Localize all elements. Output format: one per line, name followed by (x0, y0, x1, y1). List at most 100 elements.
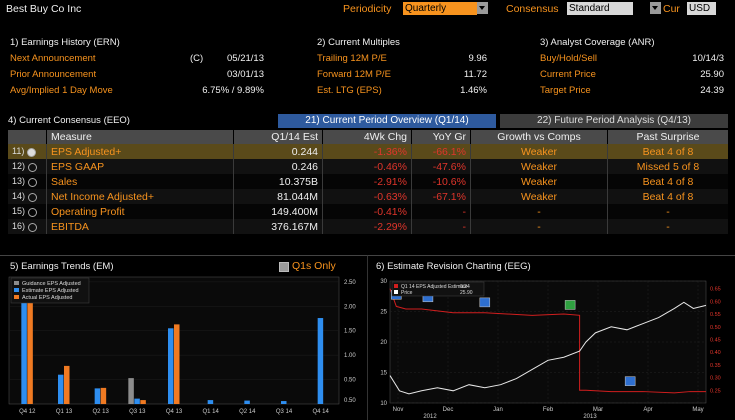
analyst-coverage-panel: Buy/Hold/Sell 10/14/3 Current Price 25.9… (540, 53, 724, 101)
x-tick-label: Q4 14 (312, 409, 329, 415)
growth-vs-comps-cell: Weaker (470, 144, 608, 159)
legend-label: Guidance EPS Adjusted (22, 281, 81, 287)
row-number-text: 11) (12, 146, 25, 157)
growth-vs-comps-cell-text: - (537, 205, 541, 218)
next-announcement-value: 05/21/13 (227, 53, 264, 64)
year-label: 2012 (423, 414, 437, 420)
measure-cell: EPS Adjusted+ (46, 144, 234, 159)
yoy-growth-cell-text: -66.1% (432, 145, 466, 158)
trends-bars (21, 298, 324, 404)
current-multiples-heading: 2) Current Multiples (317, 37, 400, 48)
col-measure[interactable]: Measure (46, 130, 234, 144)
currency-value: USD (689, 3, 711, 14)
ern-row-prior: Prior Announcement 03/01/13 (10, 69, 264, 85)
consensus-row[interactable]: 13) Sales 10.375B -2.91% -10.6% Weaker Beat 4 … (8, 174, 728, 189)
multiples-row-forward: Forward 12M P/E 11.72 (317, 69, 487, 85)
revision-x-ticks: Nov Dec Jan Feb Mar Apr May 2012 2013 (393, 407, 704, 420)
left-tick-label: 15 (380, 371, 387, 377)
estimate-cell-text: 149.400M (271, 205, 318, 218)
growth-vs-comps-cell-text: - (537, 220, 541, 233)
row-number-text: 13) (12, 176, 26, 187)
x-tick-label: May (692, 407, 703, 413)
revision-heading[interactable]: 6) Estimate Revision Charting (EEG) (376, 261, 531, 272)
estimate-cell: 81.044M (233, 189, 323, 204)
y-tick-label: 0.50 (344, 378, 356, 384)
yoy-growth-cell: -47.6% (411, 159, 471, 174)
series-line (389, 288, 706, 394)
ern-row-next: Next Announcement (C) 05/21/13 (10, 53, 264, 69)
right-tick-label: 0.35 (710, 363, 721, 369)
past-surprise-cell: Beat 4 of 8 (607, 144, 728, 159)
periodicity-dropdown-icon[interactable] (477, 2, 488, 14)
consensus-dropdown-icon[interactable] (649, 2, 661, 14)
consensus-row[interactable]: 16) EBITDA 376.167M -2.29% - - - (8, 219, 728, 234)
col-4wk-chg[interactable]: 4Wk Chg (322, 130, 412, 144)
q1s-only-checkbox[interactable] (279, 262, 289, 272)
row-number: 14) (8, 189, 47, 204)
target-price-label: Target Price (540, 85, 591, 96)
right-tick-label: 0.25 (710, 388, 721, 394)
measure-cell-text: Operating Profit (51, 205, 125, 218)
x-tick-label: Feb (543, 407, 554, 413)
consensus-row[interactable]: 14) Net Income Adjusted+ 81.044M -0.63% -67.… (8, 189, 728, 204)
bar (128, 378, 134, 404)
row-select-radio-icon[interactable] (28, 207, 38, 217)
col-yoy-gr[interactable]: YoY Gr (411, 130, 471, 144)
currency-select[interactable]: USD (687, 2, 716, 15)
forward-pe-value: 11.72 (463, 69, 487, 80)
right-tick-label: 0.55 (710, 312, 721, 318)
consensus-table: Measure Q1/14 Est 4Wk Chg YoY Gr Growth … (8, 130, 728, 234)
prior-announcement-value: 03/01/13 (227, 69, 264, 80)
estimate-cell: 0.244 (233, 144, 323, 159)
row-number: 11) (8, 144, 47, 159)
consensus-label: Consensus (506, 3, 559, 15)
measure-cell-text: Net Income Adjusted+ (51, 190, 155, 203)
trailing-pe-value: 9.96 (468, 53, 488, 64)
row-select-radio-icon[interactable] (28, 162, 38, 172)
cur-label: Cur (663, 3, 680, 15)
consensus-select[interactable]: Standard (567, 2, 633, 15)
multiples-row-ltg: Est. LTG (EPS) 1.46% (317, 85, 487, 101)
periodicity-select[interactable]: Quarterly (403, 2, 477, 15)
y-tick-label: 2.50 (344, 280, 356, 286)
avg-move-label: Avg/Implied 1 Day Move (10, 85, 113, 96)
analyst-coverage-heading[interactable]: 3) Analyst Coverage (ANR) (540, 37, 655, 48)
measure-cell-text: EPS GAAP (51, 160, 105, 173)
consensus-row[interactable]: 12) EPS GAAP 0.246 -0.46% -47.6% Weaker Missed… (8, 159, 728, 174)
legend-swatch (14, 288, 19, 292)
row-select-radio-icon[interactable] (28, 222, 38, 232)
row-select-radio-icon[interactable] (28, 177, 38, 187)
bar (27, 298, 33, 404)
legend-swatch (14, 295, 19, 299)
col-growth-vs-comps[interactable]: Growth vs Comps (470, 130, 608, 144)
tab-future-period-analysis[interactable]: 22) Future Period Analysis (Q4/13) (500, 114, 728, 128)
revision-event-icon (479, 297, 491, 308)
bar (174, 324, 180, 404)
earnings-history-heading[interactable]: 1) Earnings History (ERN) (10, 37, 120, 48)
ltg-label: Est. LTG (EPS) (317, 85, 382, 96)
consensus-row[interactable]: 15) Operating Profit 149.400M -0.41% - - - (8, 204, 728, 219)
growth-vs-comps-cell: Weaker (470, 159, 608, 174)
earnings-trends-heading[interactable]: 5) Earnings Trends (EM) (10, 261, 114, 272)
y-tick-label: 1.50 (344, 329, 356, 335)
row-number-text: 14) (12, 191, 26, 202)
row-select-radio-icon[interactable] (28, 192, 38, 202)
consensus-row[interactable]: 11) EPS Adjusted+ 0.244 -1.36% -66.1% Weaker B… (8, 144, 728, 159)
col-past-surprise[interactable]: Past Surprise (607, 130, 728, 144)
x-tick-label: Dec (443, 407, 454, 413)
right-tick-label: 0.60 (710, 299, 721, 305)
current-consensus-heading[interactable]: 4) Current Consensus (EEO) (8, 115, 130, 126)
row-select-radio-icon[interactable] (27, 147, 37, 157)
four-week-change-cell: -1.36% (322, 144, 412, 159)
x-tick-label: Q2 14 (239, 409, 256, 415)
anr-row-bhs: Buy/Hold/Sell 10/14/3 (540, 53, 724, 69)
yoy-growth-cell-text: -10.6% (432, 175, 466, 188)
estimate-cell-text: 10.375B (278, 175, 318, 188)
tab-current-period-overview[interactable]: 21) Current Period Overview (Q1/14) (278, 114, 496, 128)
col-est[interactable]: Q1/14 Est (233, 130, 323, 144)
x-tick-label: Jan (493, 407, 503, 413)
left-tick-label: 20 (380, 340, 387, 346)
current-price-value: 25.90 (700, 69, 724, 80)
x-tick-label: Apr (643, 407, 652, 413)
legend-value: 0.24 (460, 284, 470, 290)
